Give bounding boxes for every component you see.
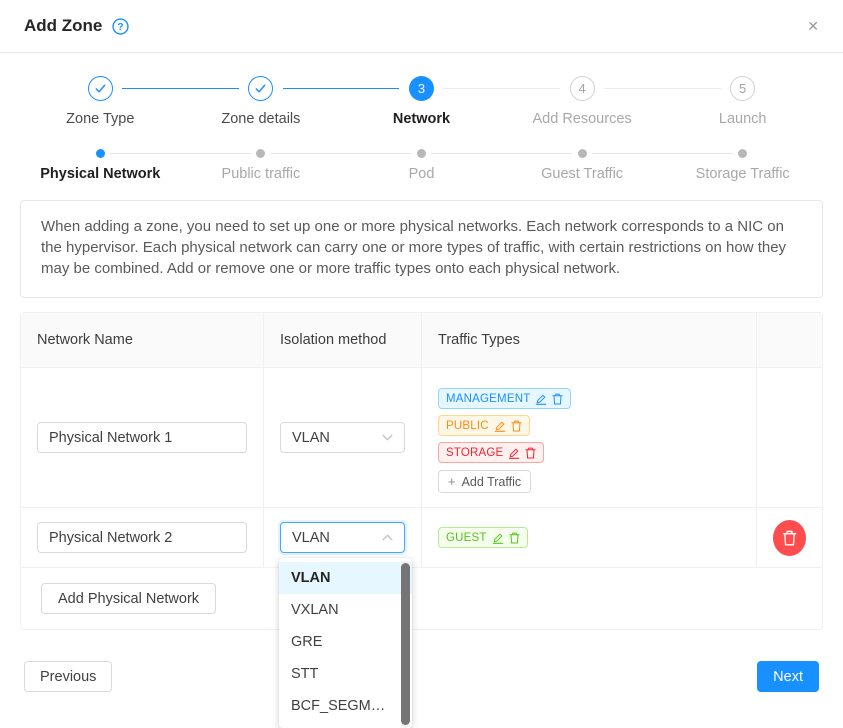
cell-network-name	[21, 507, 263, 567]
substep-label: Physical Network	[40, 166, 161, 182]
tag-label: MANAGEMENT	[446, 392, 531, 405]
cell-isolation-method: VLAN	[263, 367, 421, 507]
table-row: VLAN MANAGEMENT PUBLIC	[21, 367, 822, 507]
step-dot-icon	[95, 149, 105, 158]
substep-pod: Pod	[341, 149, 572, 182]
dropdown-option-vlan[interactable]: VLAN	[279, 562, 412, 594]
step-dot-icon	[577, 149, 587, 158]
substep-guest-traffic: Guest Traffic	[502, 149, 733, 182]
cell-actions	[756, 367, 822, 507]
next-button[interactable]: Next	[757, 661, 819, 692]
step-launch: 5 Launch	[662, 76, 823, 127]
edit-icon[interactable]	[535, 393, 547, 405]
step-dot-icon	[738, 149, 748, 158]
traffic-tag-public: PUBLIC	[438, 415, 530, 436]
cell-traffic-types: MANAGEMENT PUBLIC STORAGE	[421, 367, 756, 507]
traffic-tag-management: MANAGEMENT	[438, 388, 572, 409]
question-glyph: ?	[118, 22, 124, 33]
substep-public-traffic: Public traffic	[181, 149, 411, 182]
delete-network-button[interactable]	[773, 519, 806, 556]
close-icon[interactable]: ✕	[807, 18, 819, 34]
step-label: Zone details	[221, 111, 301, 127]
step-label: Launch	[718, 111, 767, 127]
select-value: VLAN	[292, 529, 330, 546]
dropdown-option-gre[interactable]: GRE	[291, 634, 323, 650]
tag-label: PUBLIC	[446, 419, 489, 432]
add-physical-network-button[interactable]: Add Physical Network	[41, 583, 217, 614]
cell-isolation-method: VLAN	[263, 507, 421, 567]
step-label: Add Resources	[532, 111, 632, 127]
traffic-tag-storage: STORAGE	[438, 442, 545, 463]
delete-icon[interactable]	[552, 393, 564, 405]
previous-label: Previous	[40, 668, 97, 685]
step-number-badge: 3	[408, 76, 434, 101]
substep-label: Pod	[408, 166, 435, 182]
help-icon[interactable]: ?	[112, 17, 130, 35]
tag-label: GUEST	[446, 531, 487, 544]
add-network-label: Add Physical Network	[58, 590, 200, 607]
step-dot-icon	[416, 149, 426, 158]
delete-icon[interactable]	[525, 447, 537, 459]
network-name-input[interactable]	[37, 522, 247, 553]
network-sub-steps: Physical Network Public traffic Pod Gues…	[20, 149, 823, 182]
chevron-down-icon	[382, 434, 393, 441]
step-label: Network	[392, 111, 451, 127]
edit-icon[interactable]	[508, 447, 520, 459]
plus-icon: +	[448, 474, 456, 489]
select-value: VLAN	[292, 429, 330, 446]
step-number-badge: 4	[569, 76, 595, 101]
substep-physical-network: Physical Network	[20, 149, 251, 182]
add-traffic-button[interactable]: + Add Traffic	[438, 470, 532, 493]
substep-label: Public traffic	[221, 166, 301, 182]
cell-actions	[756, 507, 822, 567]
substep-storage-traffic: Storage Traffic	[662, 149, 823, 182]
check-circle-icon	[87, 76, 113, 101]
table-header-row: Network Name Isolation method Traffic Ty…	[21, 313, 822, 367]
dropdown-scrollbar[interactable]	[401, 561, 410, 728]
check-circle-icon	[248, 76, 274, 101]
wizard-steps: Zone Type Zone details 3 Network 4 Add R…	[20, 76, 823, 127]
edit-icon[interactable]	[494, 420, 506, 432]
step-add-resources: 4 Add Resources	[502, 76, 721, 127]
step-number-badge: 5	[730, 76, 756, 101]
edit-icon[interactable]	[492, 532, 504, 544]
dialog-header: Add Zone ? ✕	[0, 0, 843, 53]
substep-label: Storage Traffic	[695, 166, 790, 182]
delete-icon[interactable]	[511, 420, 522, 432]
network-name-input[interactable]	[37, 422, 247, 453]
previous-button[interactable]: Previous	[24, 661, 113, 692]
tag-label: STORAGE	[446, 446, 504, 459]
cell-add-network: Add Physical Network	[21, 567, 822, 629]
step-dot-icon	[256, 149, 266, 158]
table-footer-row: Add Physical Network	[21, 567, 822, 629]
step-zone-details[interactable]: Zone details	[181, 76, 399, 127]
physical-network-info: When adding a zone, you need to set up o…	[20, 200, 823, 298]
traffic-tag-guest: GUEST	[438, 527, 528, 548]
col-header-actions	[756, 313, 822, 367]
cell-network-name	[21, 367, 263, 507]
isolation-method-dropdown: VLAN VXLAN GRE STT BCF_SEGM…	[279, 558, 412, 728]
isolation-method-select-open[interactable]: VLAN	[280, 522, 405, 553]
next-label: Next	[773, 668, 803, 685]
trash-icon	[782, 530, 797, 546]
cell-traffic-types: GUEST	[421, 507, 756, 567]
dropdown-option-bcf-segment[interactable]: BCF_SEGM…	[291, 698, 386, 714]
delete-icon[interactable]	[509, 532, 520, 544]
table-row: VLAN GUEST	[21, 507, 822, 567]
col-header-network-name: Network Name	[21, 313, 263, 367]
physical-networks-table: Network Name Isolation method Traffic Ty…	[20, 312, 823, 630]
step-zone-type[interactable]: Zone Type	[20, 76, 239, 127]
col-header-isolation-method: Isolation method	[263, 313, 421, 367]
chevron-up-icon	[382, 534, 393, 541]
add-traffic-label: Add Traffic	[461, 474, 522, 489]
substep-label: Guest Traffic	[541, 166, 624, 182]
dropdown-option-stt[interactable]: STT	[291, 666, 319, 682]
dropdown-option-vxlan[interactable]: VXLAN	[291, 602, 339, 618]
step-label: Zone Type	[66, 111, 135, 127]
col-header-traffic-types: Traffic Types	[421, 313, 756, 367]
dialog-title: Add Zone	[24, 16, 103, 35]
step-network[interactable]: 3 Network	[341, 76, 560, 127]
isolation-method-select[interactable]: VLAN	[280, 422, 405, 453]
scrollbar-thumb[interactable]	[401, 563, 410, 725]
